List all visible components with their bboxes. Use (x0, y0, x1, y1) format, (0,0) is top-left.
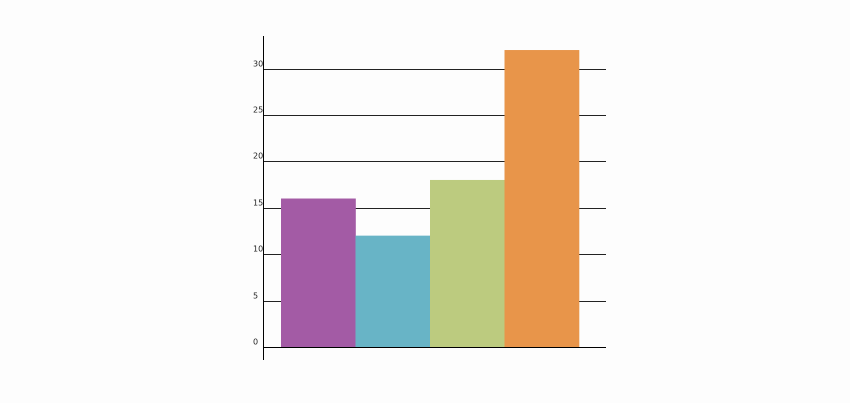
bar-3 (430, 179, 505, 347)
y-tick-label-25: 25 (253, 106, 263, 115)
y-tick-label-20: 20 (253, 152, 263, 161)
bar-2 (355, 235, 431, 347)
bar-4 (504, 50, 580, 347)
y-tick-label-15: 15 (253, 199, 263, 208)
y-tick-label-0: 0 (253, 338, 258, 347)
bar-1 (281, 198, 356, 347)
bars (281, 50, 580, 347)
y-tick-label-5: 5 (253, 292, 258, 301)
y-tick-label-10: 10 (253, 245, 263, 254)
y-tick-labels: 0 5 10 15 20 25 30 (253, 60, 263, 347)
y-tick-label-30: 30 (253, 60, 263, 69)
